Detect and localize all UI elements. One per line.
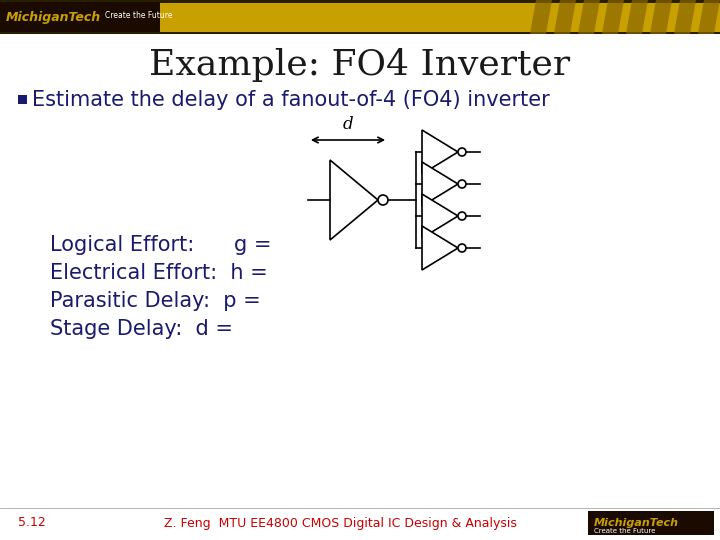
- Circle shape: [458, 212, 466, 220]
- Text: d: d: [343, 116, 354, 133]
- Circle shape: [458, 148, 466, 156]
- Polygon shape: [674, 0, 696, 34]
- Polygon shape: [422, 194, 458, 238]
- Text: Estimate the delay of a fanout-of-4 (FO4) inverter: Estimate the delay of a fanout-of-4 (FO4…: [32, 90, 550, 110]
- Polygon shape: [698, 0, 720, 34]
- Polygon shape: [602, 0, 624, 34]
- Circle shape: [378, 195, 388, 205]
- Polygon shape: [530, 0, 552, 34]
- Polygon shape: [422, 162, 458, 206]
- Bar: [0, 2, 160, 32]
- Text: 5.12: 5.12: [18, 516, 46, 530]
- Text: MichiganTech: MichiganTech: [6, 10, 101, 24]
- Bar: [588, 511, 714, 535]
- Text: Logical Effort:      g =: Logical Effort: g =: [50, 235, 271, 255]
- Text: Example: FO4 Inverter: Example: FO4 Inverter: [150, 48, 570, 82]
- Bar: [0, 0, 720, 34]
- Circle shape: [458, 244, 466, 252]
- Bar: [18, 95, 27, 104]
- Polygon shape: [578, 0, 600, 34]
- Text: Parasitic Delay:  p =: Parasitic Delay: p =: [50, 291, 261, 311]
- Polygon shape: [626, 0, 648, 34]
- Text: Z. Feng  MTU EE4800 CMOS Digital IC Design & Analysis: Z. Feng MTU EE4800 CMOS Digital IC Desig…: [163, 516, 516, 530]
- Polygon shape: [330, 160, 378, 240]
- Circle shape: [458, 180, 466, 188]
- Text: Electrical Effort:  h =: Electrical Effort: h =: [50, 263, 268, 283]
- Polygon shape: [422, 130, 458, 174]
- Text: MichiganTech: MichiganTech: [594, 518, 679, 528]
- Text: Create the Future: Create the Future: [594, 528, 655, 534]
- Polygon shape: [554, 0, 576, 34]
- Polygon shape: [650, 0, 672, 34]
- Bar: [0, 0, 720, 3]
- Text: Create the Future: Create the Future: [105, 10, 173, 19]
- Bar: [0, 32, 720, 34]
- Text: Stage Delay:  d =: Stage Delay: d =: [50, 319, 233, 339]
- Polygon shape: [422, 226, 458, 270]
